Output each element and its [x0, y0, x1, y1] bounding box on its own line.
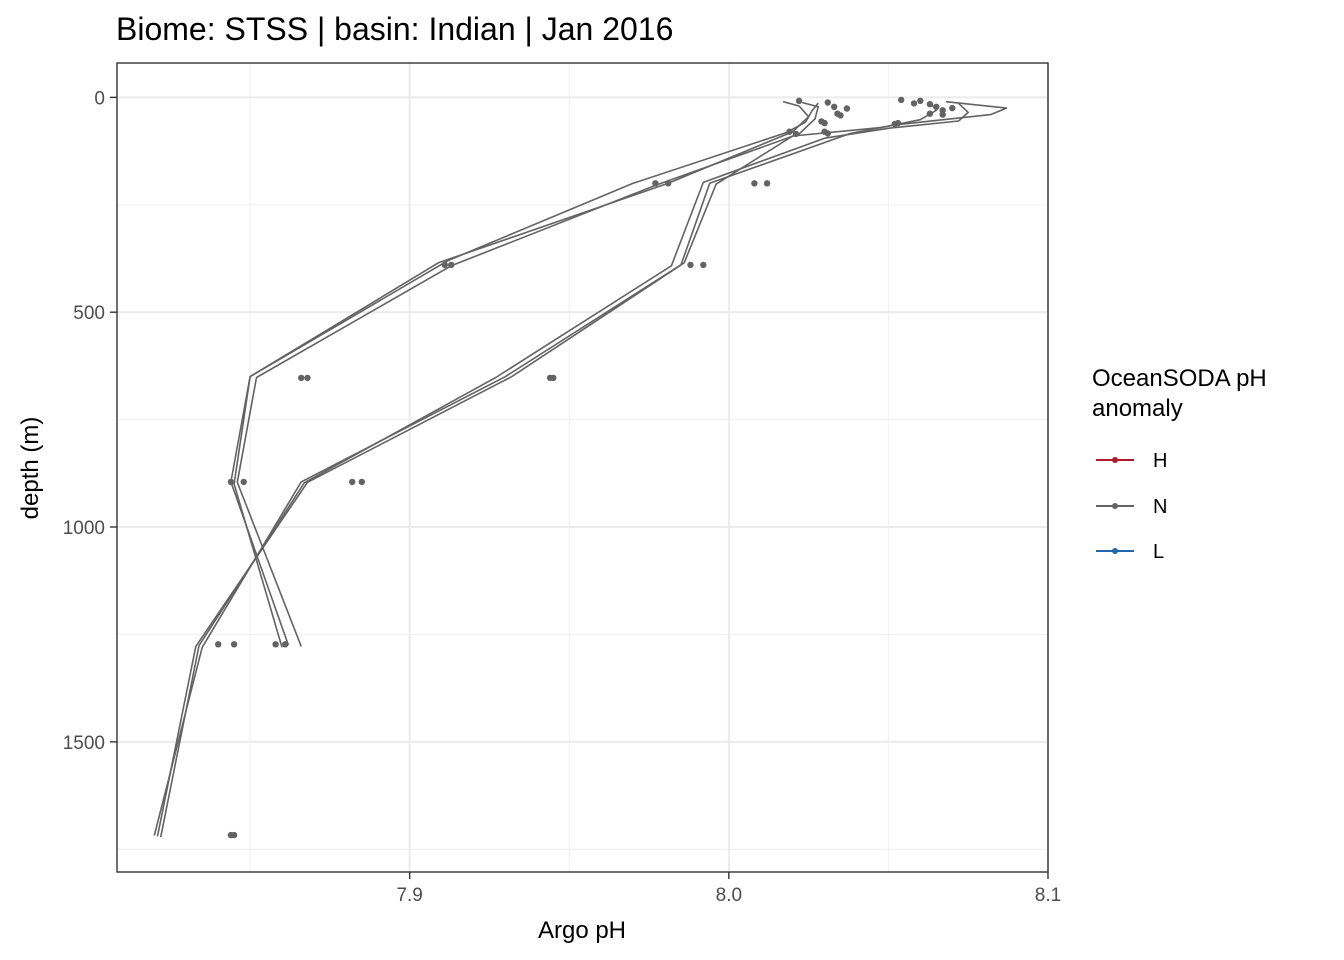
data-point-n [837, 112, 844, 119]
x-tick-label: 8.1 [1035, 885, 1061, 906]
profile-line-n [233, 102, 819, 648]
data-point-n [898, 96, 905, 104]
profile-line-n [159, 102, 969, 838]
legend-title-line-2: anomaly [1092, 395, 1183, 422]
data-point-n [230, 641, 238, 648]
plot-panel-border [116, 62, 1049, 873]
data-point-n [349, 478, 356, 486]
data-point-n [933, 103, 940, 111]
data-point-n [926, 101, 934, 108]
y-tick-label: 0 [94, 88, 105, 109]
data-point-n [843, 105, 851, 112]
data-point-n [926, 110, 934, 117]
data-point-n [792, 130, 800, 138]
y-axis-title: depth (m) [17, 417, 44, 520]
x-axis-ticks: 7.9 8.0 8.1 [396, 872, 1061, 906]
data-point-n [821, 119, 828, 127]
data-point-n [441, 261, 448, 269]
legend-key-point [1112, 457, 1118, 463]
data-point-n [917, 97, 924, 105]
y-tick-label: 500 [73, 303, 105, 324]
data-point-n [687, 261, 694, 269]
data-point-n [795, 97, 803, 105]
x-tick-label: 8.0 [716, 885, 742, 906]
data-point-n [824, 130, 831, 137]
data-point-n [910, 100, 918, 107]
legend-title-line-1: OceanSODA pH [1092, 365, 1267, 392]
x-axis-title: Argo pH [538, 917, 626, 944]
data-point-n [665, 180, 672, 187]
legend-key-point [1112, 548, 1118, 554]
data-point-n [949, 104, 956, 112]
data-point-n [215, 641, 222, 648]
x-tick-label: 7.9 [396, 885, 422, 906]
data-point-n [652, 180, 659, 187]
data-point-n [227, 478, 235, 486]
profile-line-n [156, 100, 1008, 837]
data-point-n [304, 374, 311, 382]
data-point-n [700, 261, 707, 269]
profile-line-n [153, 101, 938, 836]
y-tick-label: 1000 [63, 518, 105, 539]
legend-label-h: H [1153, 450, 1167, 472]
data-point-n [240, 478, 247, 486]
data-point-n [282, 641, 289, 648]
legend-key-point [1112, 503, 1118, 509]
data-point-n [272, 641, 279, 648]
data-point-n [448, 261, 455, 269]
legend: OceanSODA pH anomaly H N L [1092, 365, 1267, 563]
legend-keys [1096, 457, 1134, 554]
y-axis-ticks: 0 500 1000 1500 [63, 88, 117, 754]
data-point-n [230, 831, 238, 839]
series-points [215, 96, 956, 839]
y-tick-label: 1500 [63, 733, 105, 754]
data-point-n [786, 128, 793, 135]
chart-title: Biome: STSS | basin: Indian | Jan 2016 [116, 11, 673, 47]
data-point-n [358, 478, 365, 486]
data-point-n [550, 374, 557, 382]
data-point-n [939, 111, 946, 118]
data-point-n [751, 180, 758, 187]
legend-label-l: L [1153, 541, 1164, 563]
data-point-n [824, 99, 831, 106]
legend-label-n: N [1153, 496, 1167, 518]
grid-minor [117, 63, 1048, 872]
data-point-n [831, 103, 838, 111]
data-point-n [298, 374, 305, 382]
data-point-n [763, 180, 771, 187]
data-point-n [891, 120, 898, 128]
